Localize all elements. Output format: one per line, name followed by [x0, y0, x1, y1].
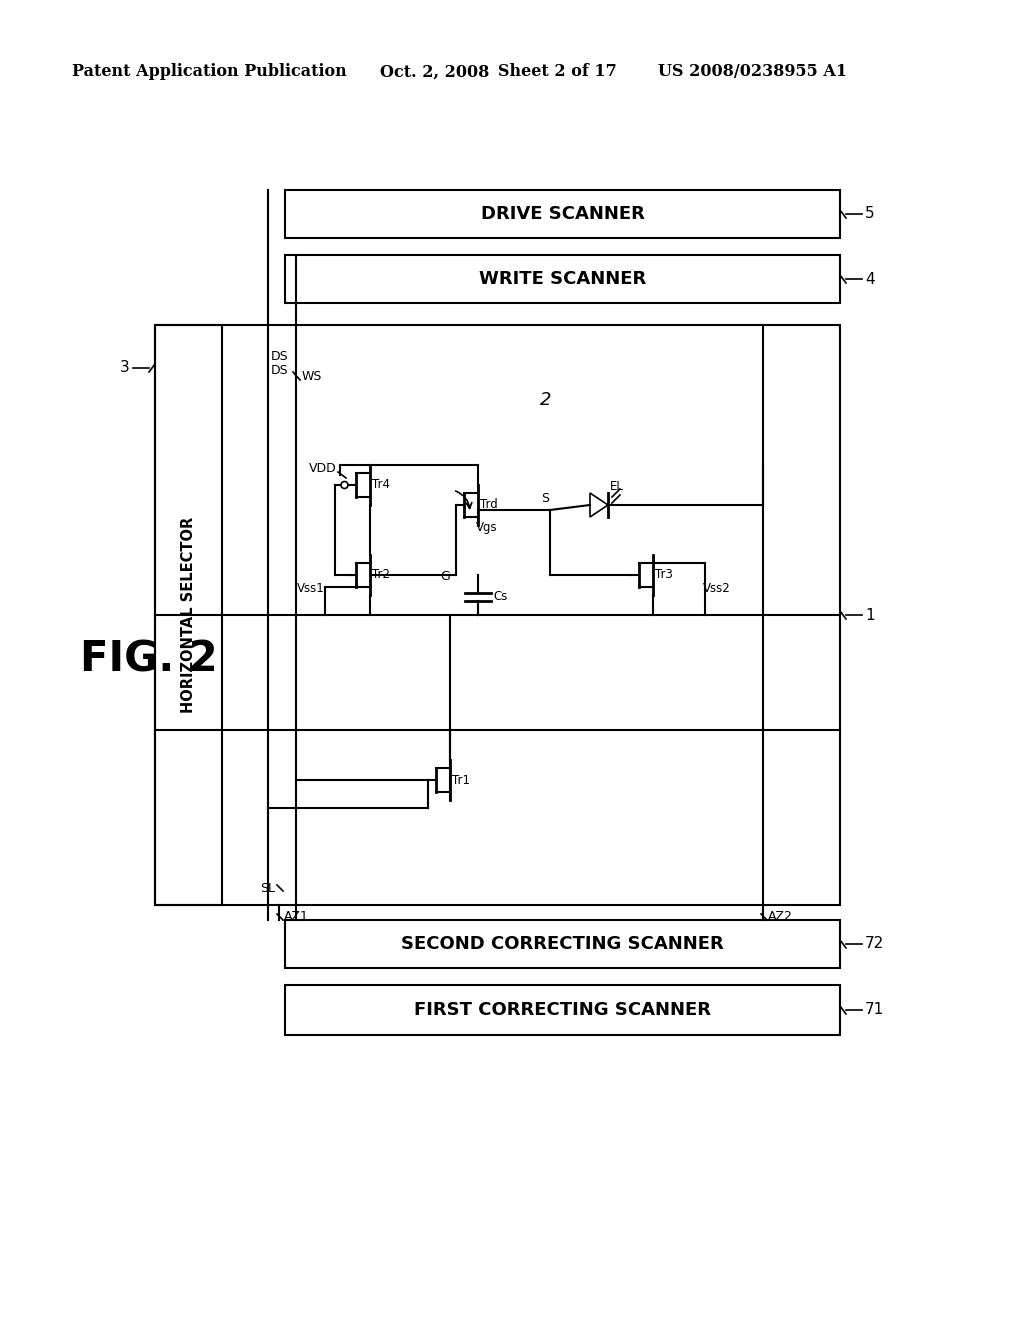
- Text: 4: 4: [865, 272, 874, 286]
- Text: FIRST CORRECTING SCANNER: FIRST CORRECTING SCANNER: [414, 1001, 711, 1019]
- Text: Sheet 2 of 17: Sheet 2 of 17: [498, 63, 616, 81]
- Text: SECOND CORRECTING SCANNER: SECOND CORRECTING SCANNER: [401, 935, 724, 953]
- Text: HORIZONTAL SELECTOR: HORIZONTAL SELECTOR: [181, 517, 196, 713]
- Text: 3: 3: [120, 360, 130, 375]
- Text: Tr2: Tr2: [372, 569, 390, 582]
- Text: EL: EL: [610, 480, 624, 494]
- Bar: [285, 985, 840, 1035]
- Bar: [285, 920, 840, 968]
- Bar: [285, 190, 840, 238]
- Text: Oct. 2, 2008: Oct. 2, 2008: [380, 63, 489, 81]
- Text: G: G: [440, 570, 450, 583]
- Text: Tr1: Tr1: [452, 774, 470, 787]
- Text: 1: 1: [865, 607, 874, 623]
- Text: 72: 72: [865, 936, 885, 952]
- Text: US 2008/0238955 A1: US 2008/0238955 A1: [658, 63, 847, 81]
- Bar: [155, 325, 840, 906]
- Text: FIG. 2: FIG. 2: [80, 639, 218, 681]
- Text: S: S: [541, 491, 549, 504]
- Text: Cs: Cs: [493, 590, 507, 603]
- Text: DS: DS: [271, 363, 289, 376]
- Text: DS: DS: [271, 351, 289, 363]
- Text: 2: 2: [540, 391, 552, 409]
- Text: VDD: VDD: [309, 462, 337, 474]
- Text: Vss2: Vss2: [703, 582, 731, 595]
- Text: Trd: Trd: [480, 499, 498, 511]
- Text: AZ1: AZ1: [284, 911, 309, 924]
- Text: 5: 5: [865, 206, 874, 222]
- Text: Vss1: Vss1: [297, 582, 325, 595]
- Text: Tr3: Tr3: [655, 569, 673, 582]
- Text: 71: 71: [865, 1002, 885, 1018]
- Bar: [285, 255, 840, 304]
- Text: DRIVE SCANNER: DRIVE SCANNER: [480, 205, 644, 223]
- Text: WS: WS: [302, 370, 323, 383]
- Text: Vgs: Vgs: [476, 520, 498, 533]
- Text: Tr4: Tr4: [372, 479, 390, 491]
- Text: SL: SL: [260, 882, 275, 895]
- Bar: [155, 325, 222, 906]
- Text: Patent Application Publication: Patent Application Publication: [72, 63, 347, 81]
- Text: WRITE SCANNER: WRITE SCANNER: [479, 271, 646, 288]
- Text: AZ2: AZ2: [768, 911, 793, 924]
